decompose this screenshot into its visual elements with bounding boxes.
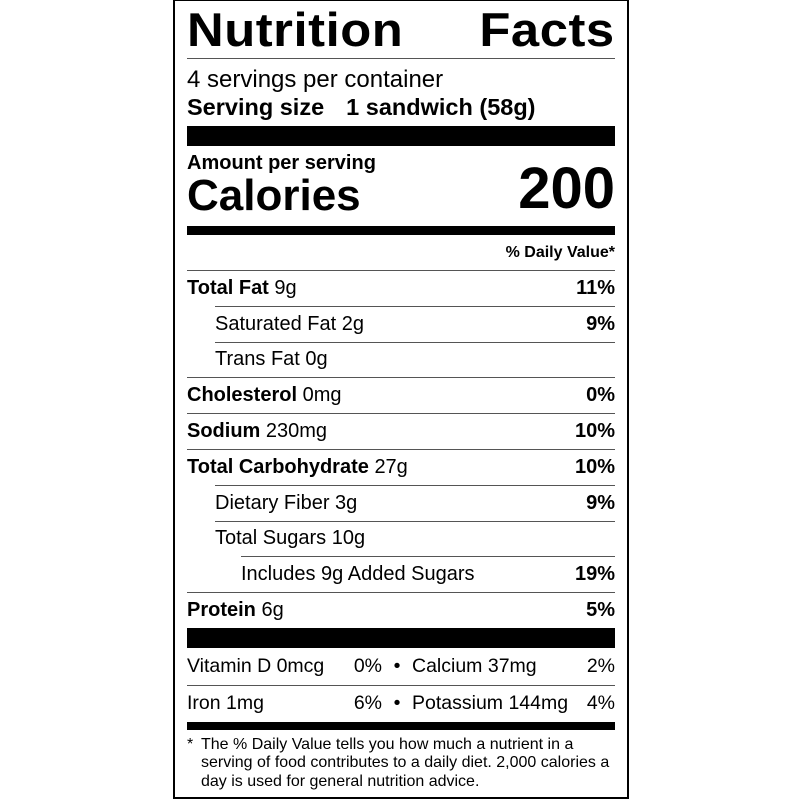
medium-divider	[187, 226, 615, 235]
footnote: * The % Daily Value tells you how much a…	[187, 736, 615, 792]
vitamin-name: Vitamin D 0mcg	[187, 654, 325, 677]
vitamin-item: Vitamin D 0mcg 0%	[187, 655, 382, 678]
calories-value: 200	[518, 156, 615, 221]
nutrient-amount: 3g	[335, 491, 358, 514]
footnote-text: The % Daily Value tells you how much a n…	[201, 735, 610, 790]
nutrient-row: Includes 9g Added Sugars 19%	[241, 556, 615, 592]
vitamin-item: Potassium 144mg 4%	[412, 692, 615, 715]
vitamin-daily-value: 6%	[353, 692, 382, 715]
nutrient-label: Trans Fat	[215, 348, 300, 371]
nutrient-daily-value: 9%	[586, 312, 615, 335]
nutrient-amount: 6g	[261, 599, 284, 622]
divider	[187, 58, 615, 59]
serving-size-value: 1 sandwich (58g)	[346, 94, 536, 120]
nutrient-label: Dietary Fiber	[215, 491, 330, 514]
nutrient-label: Protein	[187, 599, 256, 622]
nutrient-row: Protein 6g 5%	[187, 592, 615, 628]
nutrient-daily-value: 19%	[574, 563, 615, 586]
nutrient-label: Cholesterol	[187, 384, 298, 407]
nutrient-list: Total Fat 9g 11% Saturated Fat 2g 9% Trans F…	[187, 270, 615, 628]
thick-divider	[187, 126, 615, 146]
daily-value-header: % Daily Value*	[505, 244, 615, 261]
nutrient-label: Sodium	[187, 420, 261, 443]
calories-left: Amount per serving Calories	[187, 152, 376, 218]
footnote-mark: *	[187, 735, 194, 753]
nutrient-daily-value: 0%	[586, 384, 615, 407]
nutrient-name: Cholesterol 0mg	[187, 384, 342, 407]
vitamin-list: Vitamin D 0mcg 0% • Calcium 37mg 2% Iron 1mg 6…	[187, 648, 615, 722]
nutrient-row: Sodium 230mg 10%	[187, 413, 615, 449]
nutrient-name: Includes 9g Added Sugars	[241, 563, 475, 586]
nutrient-row: Saturated Fat 2g 9%	[215, 305, 615, 342]
nutrient-row: Total Sugars 10g	[215, 520, 615, 557]
nutrient-label: Includes 9g Added Sugars	[241, 563, 475, 586]
vitamin-daily-value: 2%	[586, 654, 615, 677]
nutrient-row: Trans Fat 0g	[215, 341, 615, 378]
nutrient-name: Saturated Fat 2g	[215, 313, 364, 336]
nutrient-label: Total Sugars	[215, 527, 327, 550]
nutrient-row: Dietary Fiber 3g 9%	[215, 484, 615, 521]
bullet-separator: •	[393, 654, 401, 677]
nutrient-amount: 0mg	[302, 384, 342, 407]
nutrient-name: Dietary Fiber 3g	[215, 492, 357, 515]
vitamin-daily-value: 0%	[353, 654, 382, 677]
nutrient-amount: 230mg	[265, 420, 328, 443]
vitamin-row: Iron 1mg 6% • Potassium 144mg 4%	[187, 684, 615, 722]
bullet-separator: •	[393, 692, 401, 715]
medium-divider	[187, 721, 615, 730]
nutrient-amount: 27g	[374, 455, 408, 478]
nutrient-daily-value: 10%	[574, 455, 615, 478]
vitamin-daily-value: 4%	[586, 692, 615, 715]
nutrient-name: Total Sugars 10g	[215, 527, 365, 550]
nutrient-daily-value: 10%	[574, 420, 615, 443]
nutrient-amount: 9g	[274, 276, 297, 299]
calories-label: Calories	[187, 171, 361, 220]
nutrient-amount: 2g	[341, 312, 364, 335]
thick-divider	[187, 627, 615, 648]
nutrient-daily-value: 11%	[576, 276, 615, 299]
nutrient-label: Total Carbohydrate	[187, 455, 369, 478]
nutrient-row: Total Carbohydrate 27g 10%	[187, 448, 615, 485]
vitamin-row: Vitamin D 0mcg 0% • Calcium 37mg 2%	[187, 648, 615, 685]
nutrient-row: Total Fat 9g 11%	[187, 270, 615, 306]
calories-row: Amount per serving Calories 200	[187, 152, 615, 218]
nutrient-name: Total Fat 9g	[187, 277, 297, 300]
amount-per-serving: Amount per serving	[187, 152, 376, 174]
title-word: Facts	[479, 3, 615, 56]
nutrient-daily-value: 5%	[586, 599, 615, 622]
servings-per-container: 4 servings per container	[187, 66, 444, 93]
nutrition-facts-label: Nutrition Facts 4 servings per container…	[173, 0, 629, 799]
serving-size-label: Serving size	[187, 94, 325, 120]
vitamin-item: Iron 1mg 6%	[187, 692, 382, 715]
nutrient-name: Trans Fat 0g	[215, 348, 328, 371]
nutrient-name: Total Carbohydrate 27g	[187, 456, 408, 479]
nutrient-label: Saturated Fat	[215, 312, 337, 335]
nutrient-daily-value: 9%	[586, 491, 615, 514]
vitamin-item: Calcium 37mg 2%	[412, 655, 615, 678]
nutrient-name: Protein 6g	[187, 599, 284, 622]
vitamin-name: Calcium 37mg	[412, 654, 537, 677]
nutrient-amount: 0g	[305, 348, 328, 371]
nutrient-row: Cholesterol 0mg 0%	[187, 377, 615, 413]
vitamin-name: Iron 1mg	[187, 692, 264, 715]
label-title: Nutrition Facts	[187, 5, 615, 55]
nutrient-amount: 10g	[331, 527, 366, 550]
vitamin-name: Potassium 144mg	[412, 692, 569, 715]
nutrient-name: Sodium 230mg	[187, 420, 327, 443]
nutrient-label: Total Fat	[187, 276, 269, 299]
serving-size: Serving size 1 sandwich (58g)	[187, 94, 615, 120]
title-word: Nutrition	[187, 3, 404, 56]
